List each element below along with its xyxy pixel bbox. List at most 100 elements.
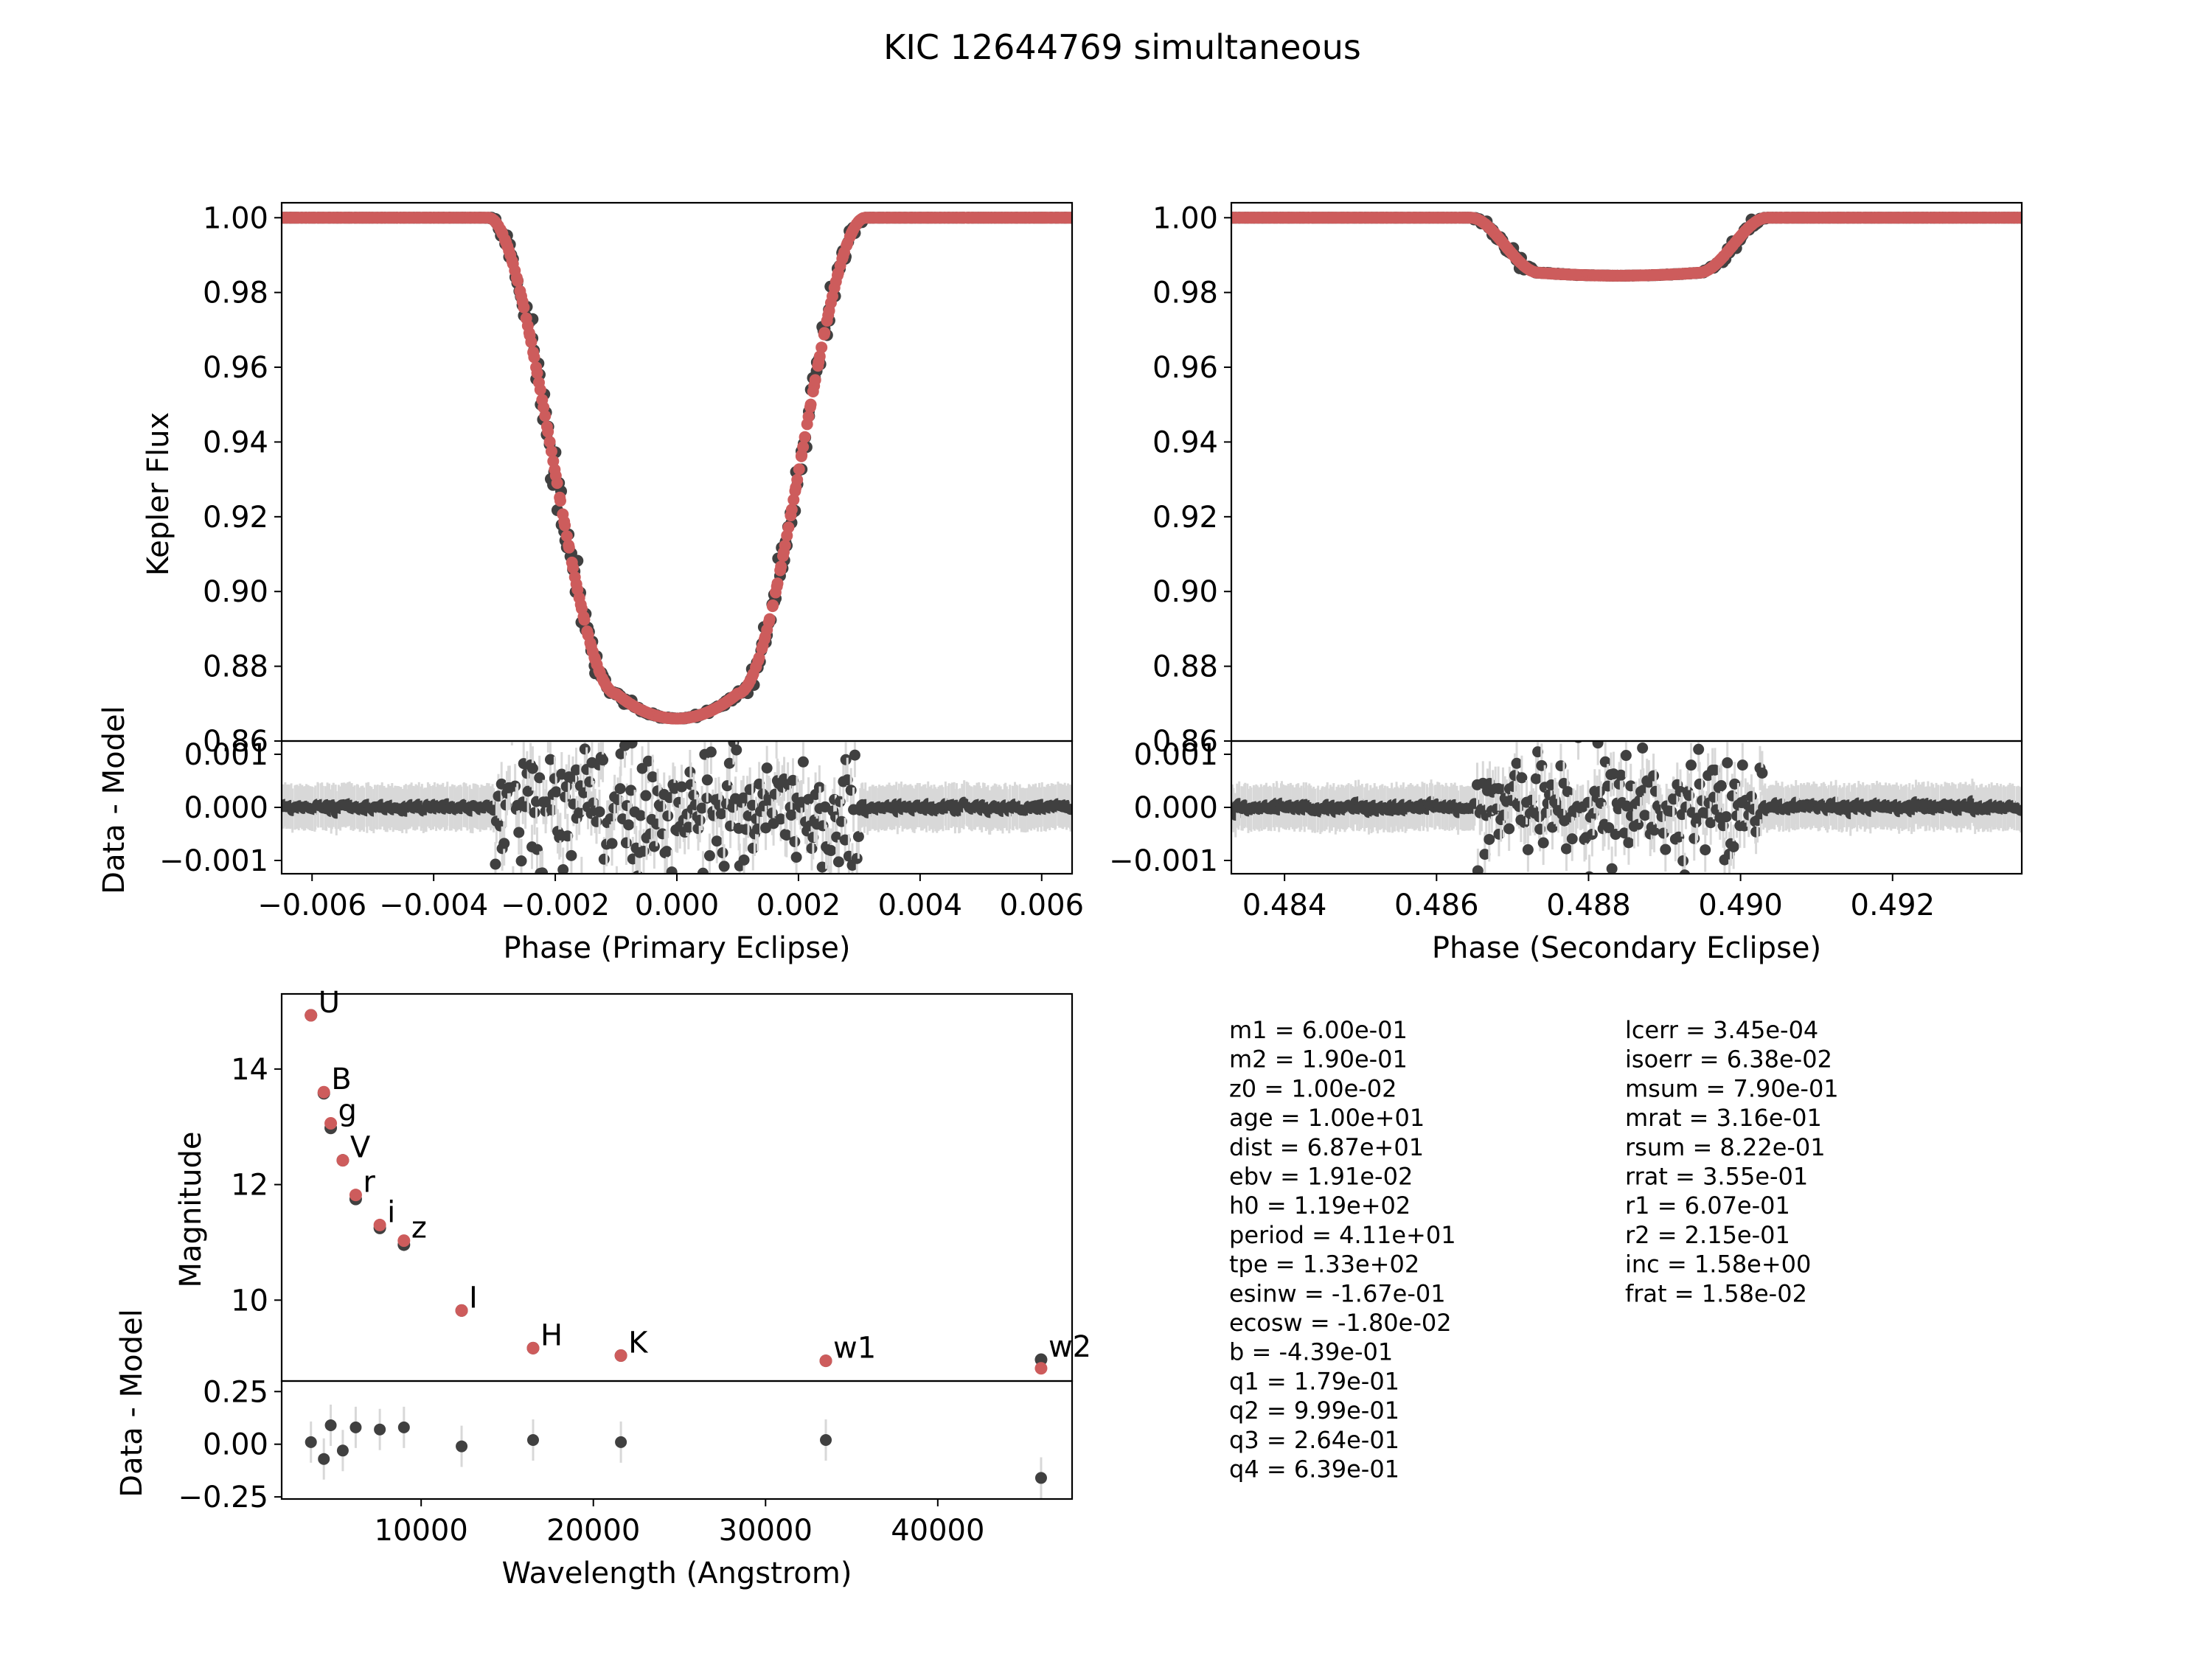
- sed-model-point-r: [349, 1189, 362, 1202]
- secondary-residual-point: [1756, 767, 1768, 779]
- sed-residual-point-I: [456, 1440, 468, 1453]
- sed-residual-ytick-label: −0.25: [178, 1481, 268, 1514]
- primary-residual-point: [849, 749, 860, 761]
- primary-model-point: [1064, 212, 1072, 224]
- primary-residual-point: [594, 806, 605, 818]
- primary-xtick-label: −0.004: [379, 888, 488, 922]
- primary-residual-point: [615, 748, 627, 759]
- primary-residual-point: [775, 813, 787, 825]
- secondary-model-point: [2015, 212, 2022, 224]
- primary-residual-point: [566, 849, 577, 861]
- sed-ytick-label: 12: [231, 1169, 268, 1203]
- param-left-item: z0 = 1.00e-02: [1229, 1074, 1397, 1102]
- primary-xtick-label: 0.002: [757, 888, 841, 922]
- primary-residual-point: [806, 843, 818, 855]
- primary-residual-y-axis-label: Data - Model: [97, 706, 131, 894]
- param-left-item: q3 = 2.64e-01: [1229, 1426, 1399, 1454]
- secondary-axes-frame: [1230, 201, 2023, 742]
- secondary-residual-point: [1620, 750, 1632, 762]
- secondary-residual-points: [1231, 741, 2022, 874]
- secondary-xtick-label: 0.490: [1698, 888, 1783, 922]
- param-left-item: tpe = 1.33e+02: [1229, 1251, 1419, 1279]
- primary-residual-point: [498, 838, 510, 849]
- secondary-residual-ytick-label: 0.000: [1133, 791, 1218, 825]
- primary-residual-point: [676, 781, 688, 793]
- sed-residual-point-w2: [1034, 1472, 1047, 1484]
- sed-band-label-r: r: [363, 1166, 375, 1200]
- sed-residual-point-K: [615, 1436, 627, 1448]
- primary-residual-point: [840, 754, 852, 765]
- sed-y-axis-label: Magnitude: [174, 1132, 208, 1288]
- primary-residual-point: [611, 883, 622, 894]
- primary-residual-ytick-label: 0.001: [184, 738, 268, 772]
- secondary-residual-point: [1639, 810, 1651, 821]
- secondary-ytick-label: 0.92: [1152, 501, 1218, 535]
- primary-residual-point: [661, 846, 672, 858]
- primary-residual-point: [623, 819, 635, 831]
- primary-xtick-label: 0.000: [635, 888, 720, 922]
- secondary-residual-point: [1736, 759, 1748, 771]
- secondary-residual-point: [1708, 791, 1719, 803]
- secondary-residual-point: [1693, 743, 1705, 755]
- primary-residual-point: [825, 845, 837, 857]
- sed-residual-panel: −0.25 0.00 0.25 10000 20000 30000 40000 Wavelen…: [115, 1309, 1074, 1590]
- primary-model-point: [567, 562, 580, 574]
- primary-residual-point: [490, 858, 501, 870]
- secondary-residual-point: [1560, 843, 1572, 855]
- primary-xtick-label: −0.002: [501, 888, 610, 922]
- secondary-residual-point: [1637, 742, 1649, 754]
- param-right-item: rsum = 8.22e-01: [1625, 1133, 1826, 1161]
- secondary-residual-point: [1728, 841, 1739, 852]
- primary-model-point: [767, 599, 779, 611]
- primary-residual-point: [606, 838, 618, 849]
- sed-residual-y-axis-label: Data - Model: [115, 1309, 149, 1497]
- secondary-xtick-label: 0.492: [1851, 888, 1935, 922]
- primary-residual-point: [715, 808, 727, 820]
- primary-ytick-label: 0.86: [203, 725, 268, 759]
- primary-model-point: [551, 477, 563, 490]
- param-right-item: frat = 1.58e-02: [1625, 1279, 1807, 1307]
- sed-xtick-label: 40000: [891, 1514, 984, 1548]
- primary-model-point: [554, 495, 566, 507]
- primary-residual-ytick-label: −0.001: [159, 844, 268, 878]
- secondary-ytick-label: 1.00: [1152, 201, 1218, 235]
- sed-model-point-i: [373, 1218, 386, 1231]
- primary-residual-point: [537, 867, 549, 874]
- primary-ytick-label: 0.96: [203, 351, 268, 385]
- primary-residual-point: [701, 774, 713, 786]
- primary-model-point: [763, 613, 776, 625]
- secondary-residual-point: [1615, 769, 1627, 781]
- primary-residual-point: [832, 856, 844, 868]
- primary-model-point: [545, 445, 557, 458]
- primary-residual-point: [738, 854, 750, 866]
- secondary-residual-point: [1586, 828, 1598, 840]
- secondary-residual-panel: −0.001 0.000 0.001 0.484 0.486 0.488 0.490 0.49…: [1109, 738, 2023, 965]
- secondary-residual-point: [1715, 780, 1727, 792]
- primary-residual-point: [534, 772, 546, 784]
- sed-residual-ytick-label: 0.00: [203, 1428, 268, 1462]
- primary-model-point: [793, 463, 805, 476]
- secondary-residual-point: [1593, 785, 1605, 797]
- sed-band-label-U: U: [319, 986, 340, 1020]
- primary-residual-point: [731, 744, 742, 756]
- sed-band-label-H: H: [540, 1318, 563, 1352]
- primary-residual-point: [635, 810, 647, 821]
- primary-model-point: [791, 473, 804, 486]
- primary-residual-point: [620, 837, 632, 849]
- param-left-item: q4 = 6.39e-01: [1229, 1455, 1399, 1484]
- secondary-residual-point: [1648, 770, 1660, 782]
- secondary-ytick-label: 0.86: [1152, 725, 1218, 759]
- param-left-item: ebv = 1.91e-02: [1229, 1163, 1413, 1191]
- primary-residual-point: [697, 867, 709, 874]
- primary-model-point: [542, 425, 554, 438]
- secondary-residual-point: [1606, 863, 1618, 874]
- param-left-item: ecosw = -1.80e-02: [1229, 1309, 1452, 1337]
- primary-residual-point: [785, 810, 797, 821]
- primary-x-axis-label: Phase (Primary Eclipse): [504, 931, 851, 965]
- primary-residual-panel: −0.001 0.000 0.001 −0.006 −0.004 −0.002 0.000 0…: [97, 706, 1084, 965]
- primary-points: [282, 212, 1072, 725]
- secondary-residual-point: [1632, 818, 1644, 830]
- primary-residual-point: [781, 830, 793, 841]
- param-right-item: r2 = 2.15e-01: [1625, 1221, 1790, 1249]
